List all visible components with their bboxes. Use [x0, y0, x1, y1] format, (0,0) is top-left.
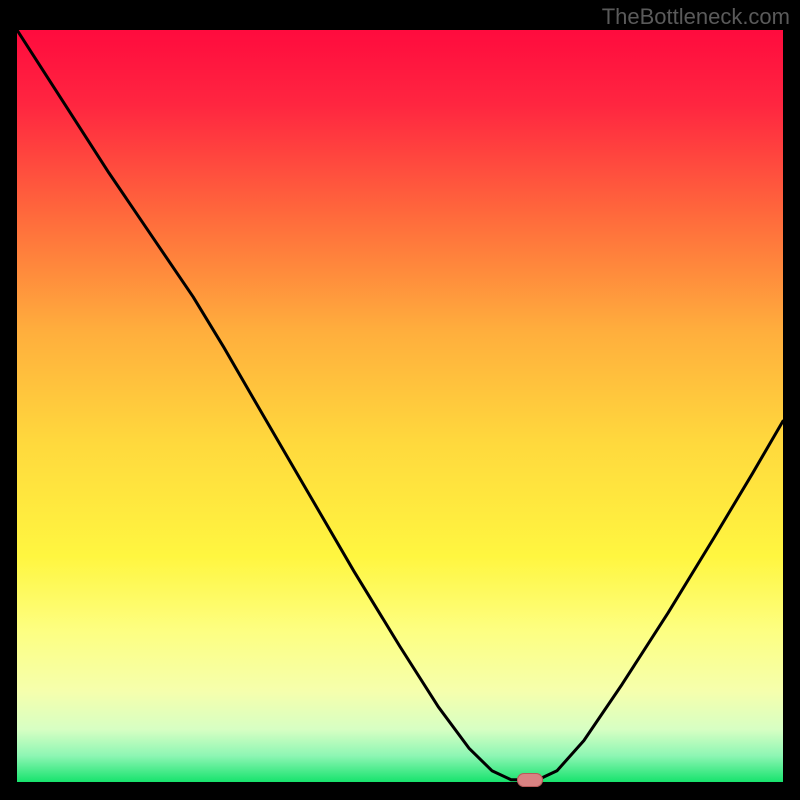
bottleneck-curve [17, 30, 783, 782]
optimal-marker [517, 773, 543, 787]
chart-container: TheBottleneck.com [0, 0, 800, 800]
plot-area [17, 30, 783, 782]
watermark-text: TheBottleneck.com [602, 4, 790, 30]
